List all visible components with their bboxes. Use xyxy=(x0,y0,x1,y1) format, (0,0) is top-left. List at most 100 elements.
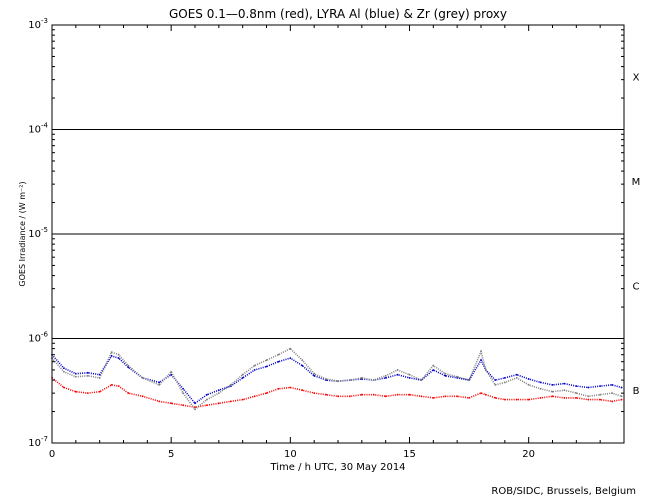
data-point xyxy=(277,360,280,363)
data-point xyxy=(503,377,506,379)
data-point xyxy=(444,374,447,377)
data-point xyxy=(277,353,280,356)
data-point xyxy=(468,397,470,399)
data-point xyxy=(86,374,89,377)
data-point xyxy=(229,384,232,386)
data-point xyxy=(141,395,144,398)
x-axis: 0 5 10 15 20 xyxy=(49,25,625,460)
data-point xyxy=(551,395,554,398)
data-point xyxy=(494,379,497,381)
data-point xyxy=(170,373,173,376)
data-point xyxy=(349,395,351,398)
data-point xyxy=(539,397,542,399)
data-point xyxy=(325,378,327,380)
data-point xyxy=(575,385,578,387)
data-point xyxy=(599,385,602,387)
data-point xyxy=(384,377,387,379)
data-point xyxy=(182,392,185,394)
data-point xyxy=(527,384,530,386)
data-point xyxy=(127,392,130,394)
flare-class-lines xyxy=(52,129,624,339)
data-point xyxy=(527,398,530,401)
data-point xyxy=(337,380,339,383)
data-point xyxy=(563,389,566,392)
data-point xyxy=(241,373,244,376)
data-point xyxy=(86,392,89,394)
data-point xyxy=(158,384,161,386)
data-point xyxy=(408,393,411,396)
data-point xyxy=(620,386,623,389)
data-point xyxy=(265,365,268,368)
data-point xyxy=(313,372,316,375)
data-point xyxy=(587,395,590,398)
data-point xyxy=(494,397,497,399)
data-point xyxy=(432,369,435,371)
data-point xyxy=(611,400,613,403)
data-point xyxy=(206,404,208,407)
x-tick-label: 0 xyxy=(49,449,55,460)
data-point xyxy=(289,386,292,389)
data-point xyxy=(217,392,220,394)
data-point xyxy=(217,402,220,405)
x-tick-label: 20 xyxy=(522,449,535,460)
data-point xyxy=(503,398,506,401)
data-point xyxy=(110,384,113,386)
data-point xyxy=(229,400,232,403)
series-line-0 xyxy=(51,377,622,409)
data-point xyxy=(360,393,363,396)
data-point xyxy=(611,392,613,394)
data-point xyxy=(444,372,447,375)
series-line-1 xyxy=(51,354,622,405)
data-point xyxy=(456,375,459,378)
data-point xyxy=(301,359,304,362)
x-tick-label: 10 xyxy=(284,449,297,460)
data-point xyxy=(372,393,375,396)
data-point xyxy=(551,384,554,386)
data-point xyxy=(587,398,590,401)
data-point xyxy=(117,353,120,356)
data-point xyxy=(110,355,113,357)
y-tick-label: 10-7 xyxy=(28,435,48,449)
data-point xyxy=(575,392,578,394)
data-point xyxy=(620,395,623,398)
data-point xyxy=(360,377,363,379)
data-point xyxy=(420,395,423,398)
x-tick-label: 15 xyxy=(403,449,416,460)
data-point xyxy=(117,357,120,359)
data-point xyxy=(253,369,256,371)
data-point xyxy=(384,374,387,377)
data-point xyxy=(217,389,220,392)
y-tick-label: 10-3 xyxy=(28,17,48,31)
data-point xyxy=(117,385,120,387)
data-point xyxy=(563,382,566,385)
series-0 xyxy=(51,377,623,409)
chart-title: GOES 0.1—0.8nm (red), LYRA Al (blue) & Z… xyxy=(169,7,507,21)
series-2 xyxy=(51,347,623,411)
flare-class-labels: X M C B xyxy=(632,73,641,397)
data-point xyxy=(313,374,316,377)
y-axis: 10-7 10-6 10-5 10-4 10-3 xyxy=(28,17,624,449)
data-point xyxy=(206,398,208,401)
data-point xyxy=(127,364,130,367)
data-point xyxy=(253,364,256,367)
data-point xyxy=(110,351,113,354)
data-point xyxy=(484,369,487,371)
data-point xyxy=(539,387,542,390)
data-point xyxy=(74,372,77,375)
data-point xyxy=(74,390,77,393)
data-point xyxy=(408,373,411,376)
data-point xyxy=(515,377,518,379)
data-point xyxy=(468,379,470,381)
data-point xyxy=(515,373,518,376)
data-point xyxy=(313,392,316,394)
data-point xyxy=(515,398,518,401)
data-point xyxy=(444,395,447,398)
data-point xyxy=(63,386,65,389)
series-layer xyxy=(51,347,623,411)
data-point xyxy=(503,381,506,384)
y-tick-label: 10-4 xyxy=(28,122,48,136)
data-point xyxy=(484,393,487,396)
data-point xyxy=(182,404,185,407)
flare-class-label: B xyxy=(633,386,640,397)
